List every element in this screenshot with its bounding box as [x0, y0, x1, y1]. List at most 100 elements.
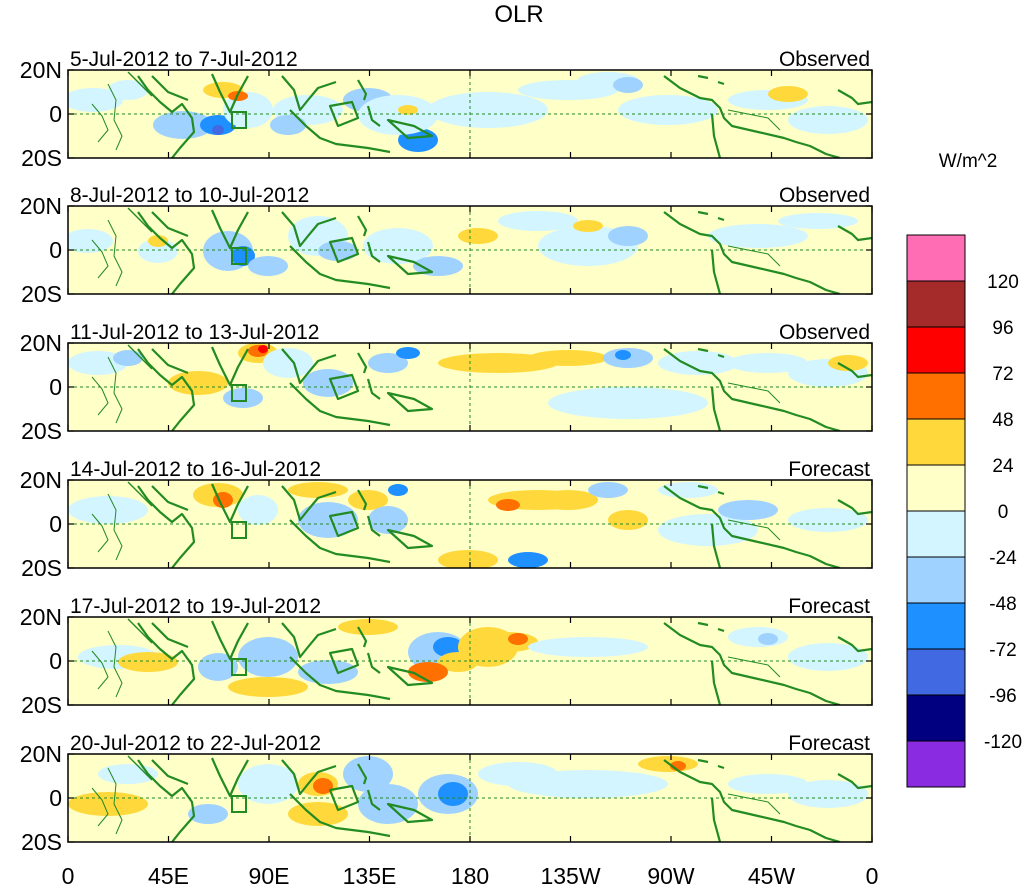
latitude-label: 20N	[20, 57, 62, 83]
region-box-marker	[231, 521, 247, 539]
region-box-marker	[231, 658, 247, 676]
latitude-label: 20N	[20, 604, 62, 630]
longitude-label: 45E	[148, 863, 189, 887]
olr-anomaly-region	[728, 774, 808, 794]
olr-anomaly-region	[238, 495, 278, 525]
colorbar-swatch	[906, 648, 966, 696]
panel-plot-area	[67, 616, 873, 706]
olr-anomaly-region	[508, 552, 548, 568]
olr-anomaly-region	[608, 226, 648, 246]
panel-plot-area	[67, 479, 873, 569]
olr-anomaly-region	[413, 256, 463, 276]
olr-anomaly-region	[658, 514, 758, 546]
colorbar-tick-label: -24	[989, 548, 1017, 569]
olr-anomaly-region	[408, 662, 448, 682]
olr-anomaly-region	[788, 106, 868, 134]
olr-anomaly-region	[588, 482, 628, 498]
olr-anomaly-region	[608, 510, 648, 530]
olr-anomaly-region	[238, 637, 298, 677]
latitude-label: 0	[49, 785, 62, 811]
panel-plot-area	[67, 342, 873, 432]
longitude-label: 135E	[343, 863, 397, 887]
olr-anomaly-region	[108, 80, 148, 100]
olr-anomaly-region	[113, 350, 143, 366]
longitude-label: 45W	[748, 863, 796, 887]
colorbar-tick-label: -120	[984, 732, 1022, 753]
figure-title: OLR	[494, 1, 543, 28]
olr-anomaly-region	[728, 627, 788, 647]
latitude-label: 20S	[21, 555, 62, 581]
colorbar-swatch	[906, 510, 966, 558]
olr-anomaly-region	[828, 355, 868, 371]
panel-plot-area	[67, 69, 873, 159]
panel-kind-label: Forecast	[788, 595, 870, 618]
latitude-label: 20S	[21, 281, 62, 307]
olr-anomaly-region	[615, 350, 631, 360]
units-label: W/m^2	[939, 151, 998, 172]
longitude-label: 0	[866, 863, 879, 887]
olr-anomaly-region	[223, 388, 263, 408]
olr-anomaly-region	[496, 499, 520, 511]
olr-anomaly-region	[68, 351, 128, 375]
latitude-label: 0	[49, 511, 62, 537]
olr-anomaly-region	[528, 350, 608, 366]
olr-anomaly-region	[258, 345, 268, 353]
map-panel: 20N 0 20S 8-Jul-2012 to 10-Jul-2012 Observed	[20, 184, 873, 307]
olr-anomaly-region	[478, 632, 538, 652]
panel-date-range: 14-Jul-2012 to 16-Jul-2012	[70, 458, 321, 481]
panel-plot-area	[67, 205, 873, 295]
olr-anomaly-region	[188, 804, 228, 824]
olr-anomaly-region	[263, 348, 313, 378]
olr-anomaly-region	[363, 228, 433, 264]
olr-anomaly-region	[548, 387, 708, 419]
olr-anomaly-region	[573, 220, 603, 232]
olr-anomaly-region	[153, 111, 213, 139]
longitude-label: 135W	[540, 863, 600, 887]
colorbar-tick-label: -48	[989, 594, 1016, 615]
olr-anomaly-region	[788, 508, 868, 532]
colorbar-swatch	[906, 694, 966, 742]
olr-anomaly-region	[270, 115, 306, 135]
olr-anomaly-region	[528, 637, 648, 657]
olr-anomaly-region	[288, 802, 348, 826]
olr-anomaly-region	[388, 484, 408, 496]
colorbar-swatch	[906, 280, 966, 328]
map-panel: 20N 0 20S 20-Jul-2012 to 22-Jul-2012 Forecas…	[20, 732, 873, 855]
olr-anomaly-region	[118, 652, 178, 672]
olr-anomaly-region	[228, 677, 308, 697]
colorbar-tick-label: 120	[987, 272, 1019, 293]
olr-anomaly-region	[708, 224, 808, 248]
colorbar-labels: 120 96 72 48 24 0 -24 -48 -72 -96 -120	[984, 272, 1022, 753]
panel-date-range: 20-Jul-2012 to 22-Jul-2012	[70, 732, 321, 755]
colorbar-swatch	[906, 372, 966, 420]
panel-kind-label: Observed	[779, 184, 870, 207]
olr-anomaly-region	[658, 482, 718, 498]
olr-anomaly-region	[538, 490, 598, 510]
olr-anomaly-region	[433, 637, 463, 657]
colorbar-swatch	[906, 326, 966, 374]
olr-anomaly-region	[248, 256, 288, 276]
olr-anomaly-region	[728, 353, 808, 373]
olr-anomaly-region	[368, 353, 408, 373]
latitude-label: 20N	[20, 193, 62, 219]
latitude-label: 20S	[21, 692, 62, 718]
olr-anomaly-region	[348, 490, 388, 510]
olr-anomaly-region	[618, 95, 718, 125]
map-panel: 20N 0 20S 5-Jul-2012 to 7-Jul-2012 Observed	[20, 48, 873, 171]
olr-anomaly-region	[298, 660, 358, 684]
latitude-label: 0	[49, 648, 62, 674]
olr-anomaly-region	[338, 619, 398, 635]
olr-anomaly-region	[396, 347, 420, 359]
longitude-axis-labels: 0 45E 90E 135E 180 135W 90W 45W 0	[62, 863, 879, 887]
longitude-label: 180	[451, 863, 489, 887]
colorbar-tick-label: -96	[989, 686, 1016, 707]
map-panel: 20N 0 20S 14-Jul-2012 to 16-Jul-2012 Forecas…	[20, 458, 873, 581]
olr-anomaly-region	[68, 229, 113, 253]
olr-anomaly-region	[768, 86, 808, 102]
panel-kind-label: Observed	[779, 48, 870, 71]
region-box-marker	[231, 795, 247, 813]
olr-anomaly-region	[458, 228, 498, 244]
region-box-marker	[231, 384, 247, 402]
olr-anomaly-region	[68, 88, 123, 112]
colorbar-swatch	[906, 556, 966, 604]
